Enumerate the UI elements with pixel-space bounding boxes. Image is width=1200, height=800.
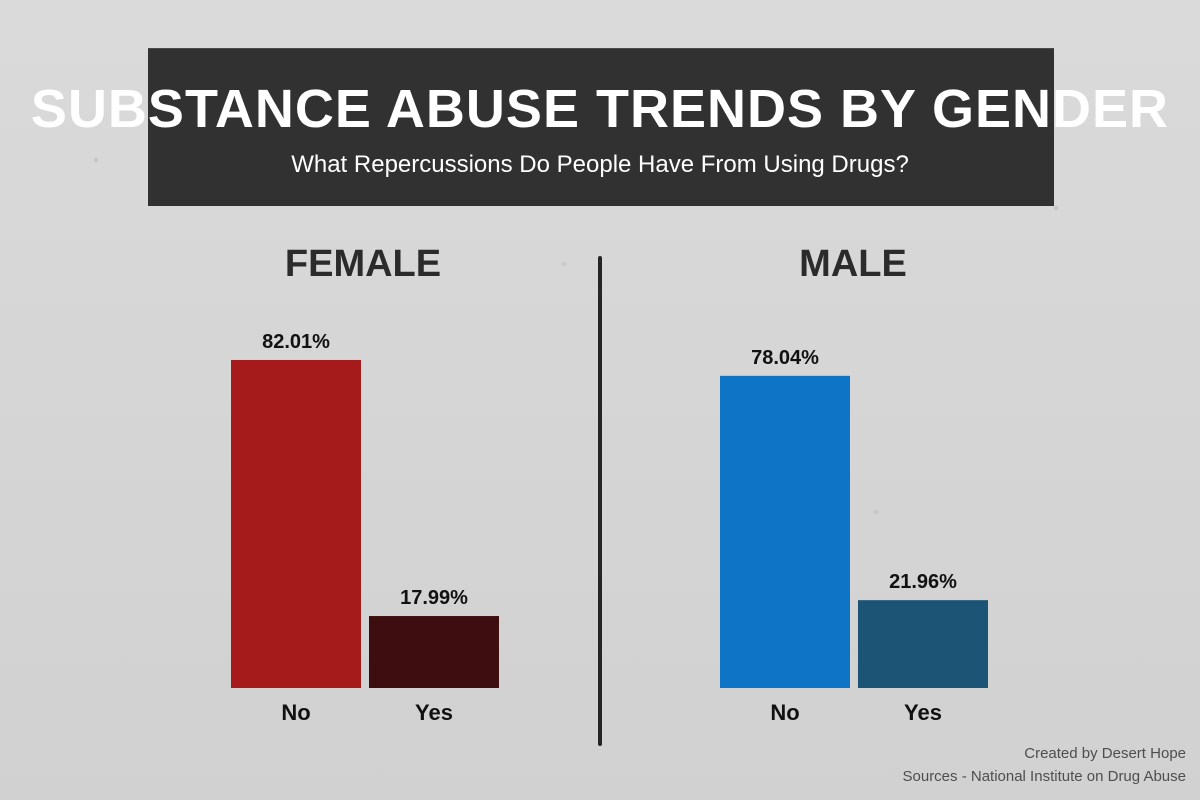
female-yes-category-label: Yes [415, 700, 453, 725]
female-yes-bar [369, 616, 499, 688]
male-yes-category-label: Yes [904, 700, 942, 725]
male-yes-value-label: 21.96% [889, 571, 957, 593]
title-banner [148, 48, 1054, 206]
female-no-category-label: No [281, 700, 310, 725]
page-title: SUBSTANCE ABUSE TRENDS BY GENDER [30, 79, 1170, 139]
male-no-category-label: No [770, 700, 799, 725]
male-no-bar [720, 375, 850, 688]
male-chart-title: MALE [799, 243, 907, 285]
created-by-text: Created by Desert Hope [1024, 745, 1186, 762]
sources-text: Sources - National Institute on Drug Abu… [902, 768, 1187, 785]
female-chart-title: FEMALE [285, 243, 441, 285]
female-no-bar [231, 359, 361, 688]
male-no-value-label: 78.04% [751, 347, 819, 369]
page-subtitle: What Repercussions Do People Have From U… [291, 151, 909, 178]
female-no-value-label: 82.01% [262, 331, 330, 353]
female-yes-value-label: 17.99% [400, 587, 468, 609]
male-yes-bar [858, 600, 988, 688]
